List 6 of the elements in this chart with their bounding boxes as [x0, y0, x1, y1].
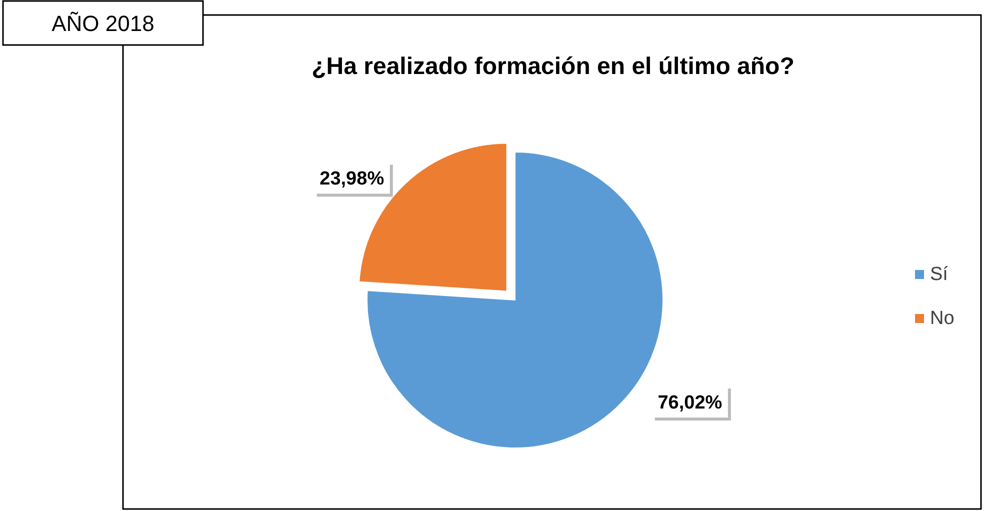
legend-label: No [930, 308, 954, 329]
legend-label: Sí [930, 264, 949, 285]
chart-title: ¿Ha realizado formación en el último año? [312, 53, 794, 80]
text: AÑO 2018 [52, 11, 154, 36]
data-label: 23,98% [320, 168, 384, 190]
data-label: 76,02% [658, 392, 722, 414]
